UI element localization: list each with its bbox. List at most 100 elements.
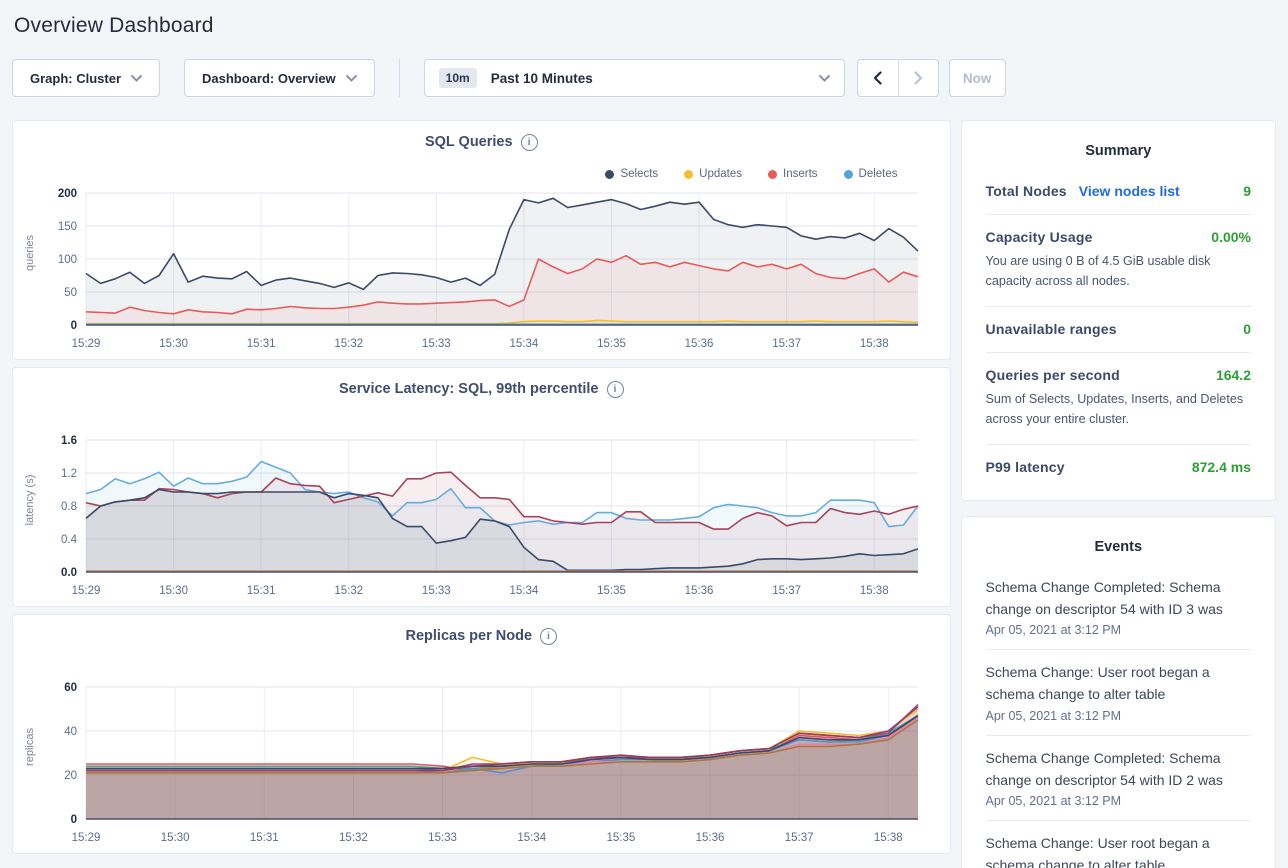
time-prev-button[interactable] bbox=[858, 60, 898, 96]
svg-text:100: 100 bbox=[58, 254, 77, 266]
info-icon[interactable]: i bbox=[520, 133, 538, 151]
events-title: Events bbox=[1094, 539, 1143, 556]
controls-row: Graph: Cluster Dashboard: Overview 10m P… bbox=[12, 59, 1276, 97]
svg-text:0.0: 0.0 bbox=[61, 567, 77, 579]
svg-text:15:30: 15:30 bbox=[159, 585, 188, 597]
svg-text:50: 50 bbox=[64, 287, 77, 299]
svg-text:0: 0 bbox=[71, 320, 77, 332]
svg-text:15:37: 15:37 bbox=[785, 832, 814, 844]
svg-text:1.2: 1.2 bbox=[61, 468, 77, 480]
event-item: Schema Change: User root began a schema … bbox=[986, 821, 1251, 868]
chart-header: Replicas per Node i bbox=[13, 627, 950, 657]
sql-queries-chart-panel: SQL Queries i Selects Updates Inserts Delet… bbox=[12, 120, 951, 360]
svg-text:15:30: 15:30 bbox=[161, 832, 190, 844]
divider bbox=[398, 59, 400, 97]
chart-legend bbox=[13, 657, 950, 679]
event-item: Schema Change Completed: Schema change o… bbox=[985, 565, 1251, 651]
legend-label: Updates bbox=[699, 168, 742, 180]
svg-text:15:35: 15:35 bbox=[597, 585, 626, 597]
sql-queries-chart[interactable]: 15:29 15:30 15:31 15:32 15:33 15:34 15:35 15:36… bbox=[29, 185, 945, 353]
summary-label: Queries per second bbox=[985, 367, 1120, 384]
time-range-label: Past 10 Minutes bbox=[490, 70, 593, 86]
summary-title: Summary bbox=[1085, 143, 1152, 159]
graph-dropdown[interactable]: Graph: Cluster bbox=[12, 59, 161, 97]
info-icon[interactable]: i bbox=[540, 627, 558, 645]
svg-text:15:35: 15:35 bbox=[597, 338, 626, 350]
legend-dot-icon bbox=[605, 169, 615, 179]
svg-text:0.8: 0.8 bbox=[61, 501, 77, 513]
svg-text:15:31: 15:31 bbox=[250, 832, 279, 844]
svg-text:15:32: 15:32 bbox=[334, 338, 363, 350]
legend-item: Deletes bbox=[843, 168, 898, 180]
svg-text:15:33: 15:33 bbox=[428, 832, 457, 844]
chevron-left-icon bbox=[874, 71, 882, 85]
summary-label: Unavailable ranges bbox=[985, 321, 1117, 338]
time-range-picker[interactable]: 10m Past 10 Minutes bbox=[423, 59, 845, 97]
service-latency-chart[interactable]: 15:29 15:30 15:31 15:32 15:33 15:34 15:35 15:36… bbox=[29, 432, 945, 600]
legend-dot-icon bbox=[684, 169, 694, 179]
svg-text:15:31: 15:31 bbox=[247, 585, 276, 597]
charts-column: SQL Queries i Selects Updates Inserts Delet… bbox=[12, 120, 951, 861]
svg-text:0: 0 bbox=[71, 814, 77, 826]
svg-text:60: 60 bbox=[64, 682, 77, 694]
event-message: Schema Change Completed: Schema change o… bbox=[985, 749, 1223, 788]
legend-dot-icon bbox=[768, 169, 777, 179]
summary-row-capacity-usage: Capacity Usage 0.00% You are using 0 B o… bbox=[985, 215, 1251, 308]
dashboard-dropdown[interactable]: Dashboard: Overview bbox=[184, 59, 375, 97]
chevron-down-icon bbox=[131, 74, 142, 82]
dashboard-dropdown-label: Dashboard: Overview bbox=[202, 70, 336, 86]
event-timestamp: Apr 05, 2021 at 3:12 PM bbox=[985, 623, 1122, 638]
summary-value: 0 bbox=[1243, 321, 1251, 338]
chart-title: Service Latency: SQL, 99th percentile bbox=[339, 381, 599, 397]
sidebar: Summary Total Nodes View nodes list 9 Ca… bbox=[960, 120, 1276, 868]
chart-body: queries 15:29 15:30 15:31 15:32 15:33 15:34 15… bbox=[13, 185, 950, 353]
chart-body: latency (s) 15:29 15:30 15:31 15:32 15:33 15:… bbox=[13, 432, 950, 600]
now-button[interactable]: Now bbox=[948, 59, 1006, 97]
svg-text:15:29: 15:29 bbox=[72, 832, 101, 844]
svg-text:15:32: 15:32 bbox=[339, 832, 368, 844]
legend-label: Selects bbox=[620, 168, 659, 180]
svg-text:150: 150 bbox=[58, 221, 77, 233]
svg-text:15:31: 15:31 bbox=[247, 338, 276, 350]
summary-row-p99-latency: P99 latency 872.4 ms bbox=[986, 445, 1251, 490]
y-axis-label: queries bbox=[24, 234, 36, 272]
event-message: Schema Change Completed: Schema change o… bbox=[985, 579, 1223, 618]
chevron-right-icon bbox=[914, 71, 922, 85]
view-nodes-list-link[interactable]: View nodes list bbox=[1078, 183, 1180, 199]
replicas-per-node-chart-panel: Replicas per Node i replicas 15:29 15:30 1… bbox=[12, 614, 951, 854]
svg-text:15:36: 15:36 bbox=[685, 338, 714, 350]
chart-title: Replicas per Node bbox=[405, 628, 533, 644]
svg-text:15:29: 15:29 bbox=[72, 338, 101, 350]
replicas-per-node-chart[interactable]: 15:29 15:30 15:31 15:32 15:33 15:34 15:35 15:36… bbox=[29, 679, 945, 847]
event-timestamp: Apr 05, 2021 at 3:12 PM bbox=[985, 793, 1122, 808]
summary-value: 872.4 ms bbox=[1191, 459, 1251, 476]
svg-text:15:34: 15:34 bbox=[517, 832, 546, 844]
y-axis-label: latency (s) bbox=[24, 474, 36, 526]
svg-text:15:36: 15:36 bbox=[685, 585, 714, 597]
summary-label: P99 latency bbox=[985, 459, 1065, 476]
svg-text:15:38: 15:38 bbox=[874, 832, 903, 844]
summary-value: 9 bbox=[1243, 183, 1251, 199]
legend-item: Selects bbox=[605, 168, 658, 180]
chart-legend: Selects Updates Inserts Deletes bbox=[13, 163, 950, 185]
legend-label: Deletes bbox=[858, 168, 898, 180]
svg-text:15:35: 15:35 bbox=[606, 832, 635, 844]
summary-row-queries-per-second: Queries per second 164.2 Sum of Selects,… bbox=[985, 353, 1251, 446]
service-latency-chart-panel: Service Latency: SQL, 99th percentile i … bbox=[12, 367, 951, 607]
summary-value: 164.2 bbox=[1215, 367, 1251, 384]
chart-title: SQL Queries bbox=[424, 134, 513, 150]
legend-item: Inserts bbox=[768, 168, 818, 180]
svg-text:15:33: 15:33 bbox=[422, 585, 451, 597]
legend-label: Inserts bbox=[783, 168, 818, 180]
event-message: Schema Change: User root began a schema … bbox=[985, 834, 1210, 868]
info-icon[interactable]: i bbox=[606, 380, 624, 398]
legend-dot-icon bbox=[843, 169, 853, 179]
svg-text:40: 40 bbox=[64, 726, 77, 738]
summary-label: Total Nodes bbox=[985, 183, 1067, 199]
svg-text:0.4: 0.4 bbox=[61, 534, 78, 546]
svg-text:200: 200 bbox=[58, 188, 77, 200]
time-next-button[interactable] bbox=[897, 60, 938, 96]
event-timestamp: Apr 05, 2021 at 3:12 PM bbox=[985, 708, 1122, 723]
main-content: SQL Queries i Selects Updates Inserts Delet… bbox=[12, 120, 1276, 868]
